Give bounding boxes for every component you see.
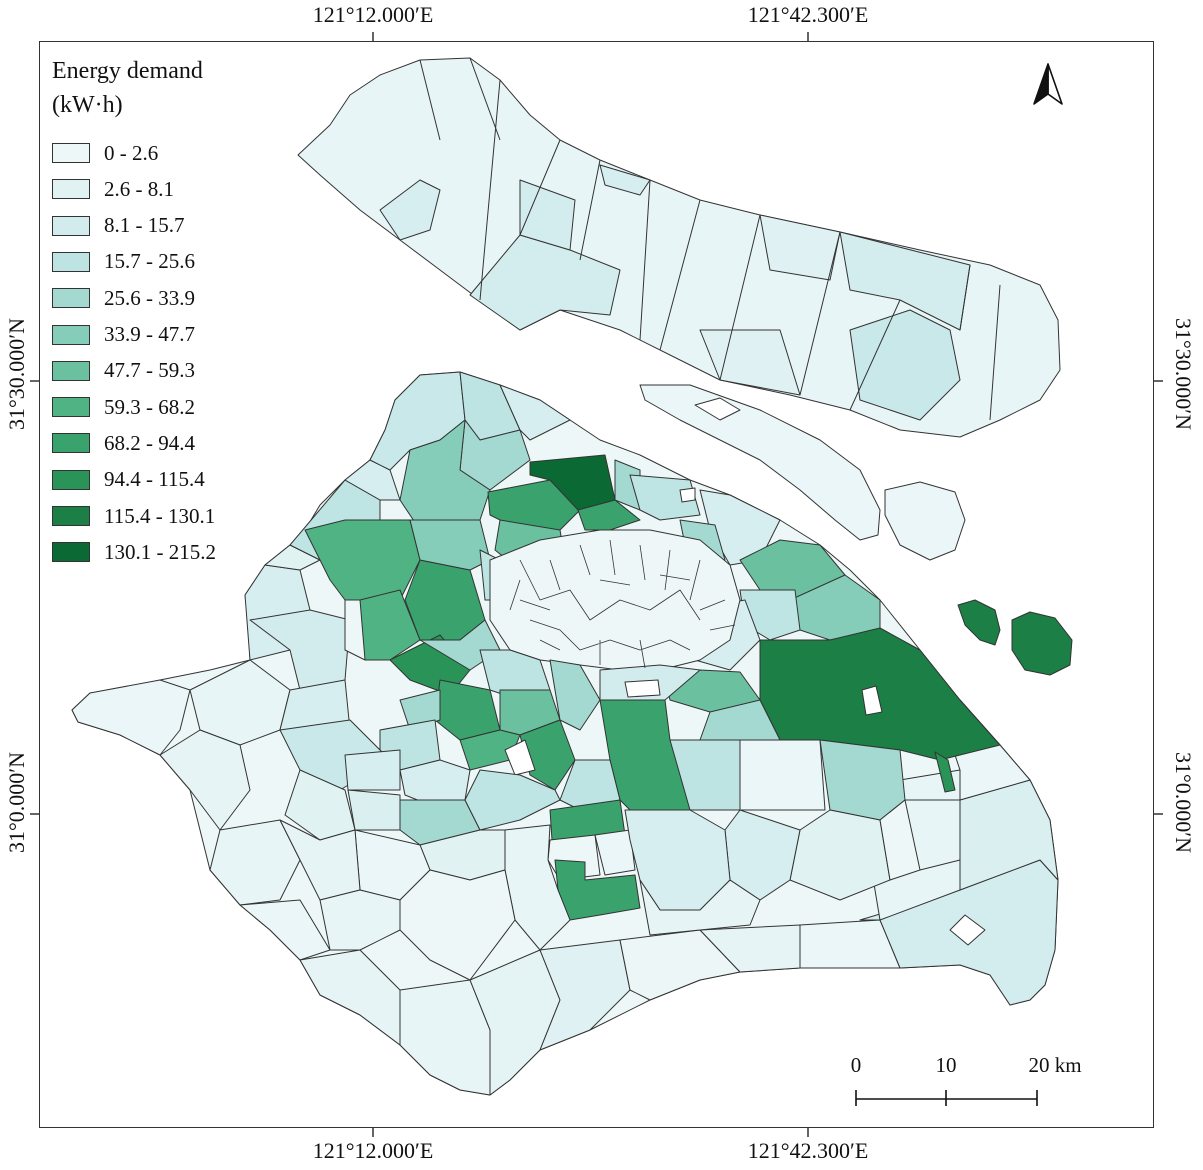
legend-swatch [52,469,90,490]
legend-item: 8.1 - 15.7 [52,213,185,238]
right-latitude-label-2: 31°0.000′N [1171,752,1196,853]
legend-item: 25.6 - 33.9 [52,285,195,310]
legend-swatch [52,288,90,309]
legend-swatch [52,251,90,272]
legend-swatch [52,433,90,454]
legend-label: 130.1 - 215.2 [104,539,216,564]
legend-label: 115.4 - 130.1 [104,503,216,528]
legend-label: 2.6 - 8.1 [104,176,174,201]
top-longitude-label-2: 121°42.300′E [747,2,869,27]
bottom-longitude-label-2: 121°42.300′E [747,1138,869,1163]
legend-swatch [52,506,90,526]
legend-swatch [52,179,90,200]
bottom-longitude-label-1: 121°12.000′E [312,1138,434,1163]
legend-label: 94.4 - 115.4 [104,467,205,492]
legend-item: 94.4 - 115.4 [52,467,205,492]
legend-item: 68.2 - 94.4 [52,430,195,455]
legend-item: 115.4 - 130.1 [52,503,216,528]
shoal-island-2 [1011,611,1073,676]
scale-label-10: 10 [935,1053,957,1077]
legend-label: 47.7 - 59.3 [104,358,195,383]
legend-label: 8.1 - 15.7 [104,213,185,238]
legend-label: 25.6 - 33.9 [104,285,195,310]
map-frame [39,41,1154,1128]
legend-item: 130.1 - 215.2 [52,539,216,564]
legend-swatch [52,360,90,381]
north-arrow-icon [1033,63,1063,105]
top-longitude-label-1: 121°12.000′E [312,2,434,27]
shoal-island-1 [957,599,1001,646]
legend-label: 0 - 2.6 [104,140,159,165]
legend-swatch [52,324,90,345]
right-latitude-label-1: 31°30.000′N [1171,318,1196,430]
legend-swatch [52,542,90,563]
legend-item: 47.7 - 59.3 [52,358,195,383]
legend-swatch [52,215,90,236]
hengsha-island [884,481,966,561]
legend-label: 15.7 - 25.6 [104,249,195,274]
changxing-island [639,384,881,541]
legend-title: Energy demand [52,58,203,84]
graticule-ticks [30,32,1163,1137]
legend-swatch [52,397,90,418]
legend-unit: (kW·h) [52,92,123,118]
legend-item: 15.7 - 25.6 [52,249,195,274]
legend-label: 33.9 - 47.7 [104,322,195,346]
scale-label-20: 20 km [1028,1053,1082,1077]
legend-item: 0 - 2.6 [52,140,159,165]
legend-item: 2.6 - 8.1 [52,176,174,201]
legend-swatch [52,143,90,163]
legend-item: 33.9 - 47.7 [52,322,195,346]
legend-label: 59.3 - 68.2 [104,394,195,419]
legend-label: 68.2 - 94.4 [104,430,195,455]
scale-label-0: 0 [850,1053,862,1077]
legend-item: 59.3 - 68.2 [52,394,195,419]
